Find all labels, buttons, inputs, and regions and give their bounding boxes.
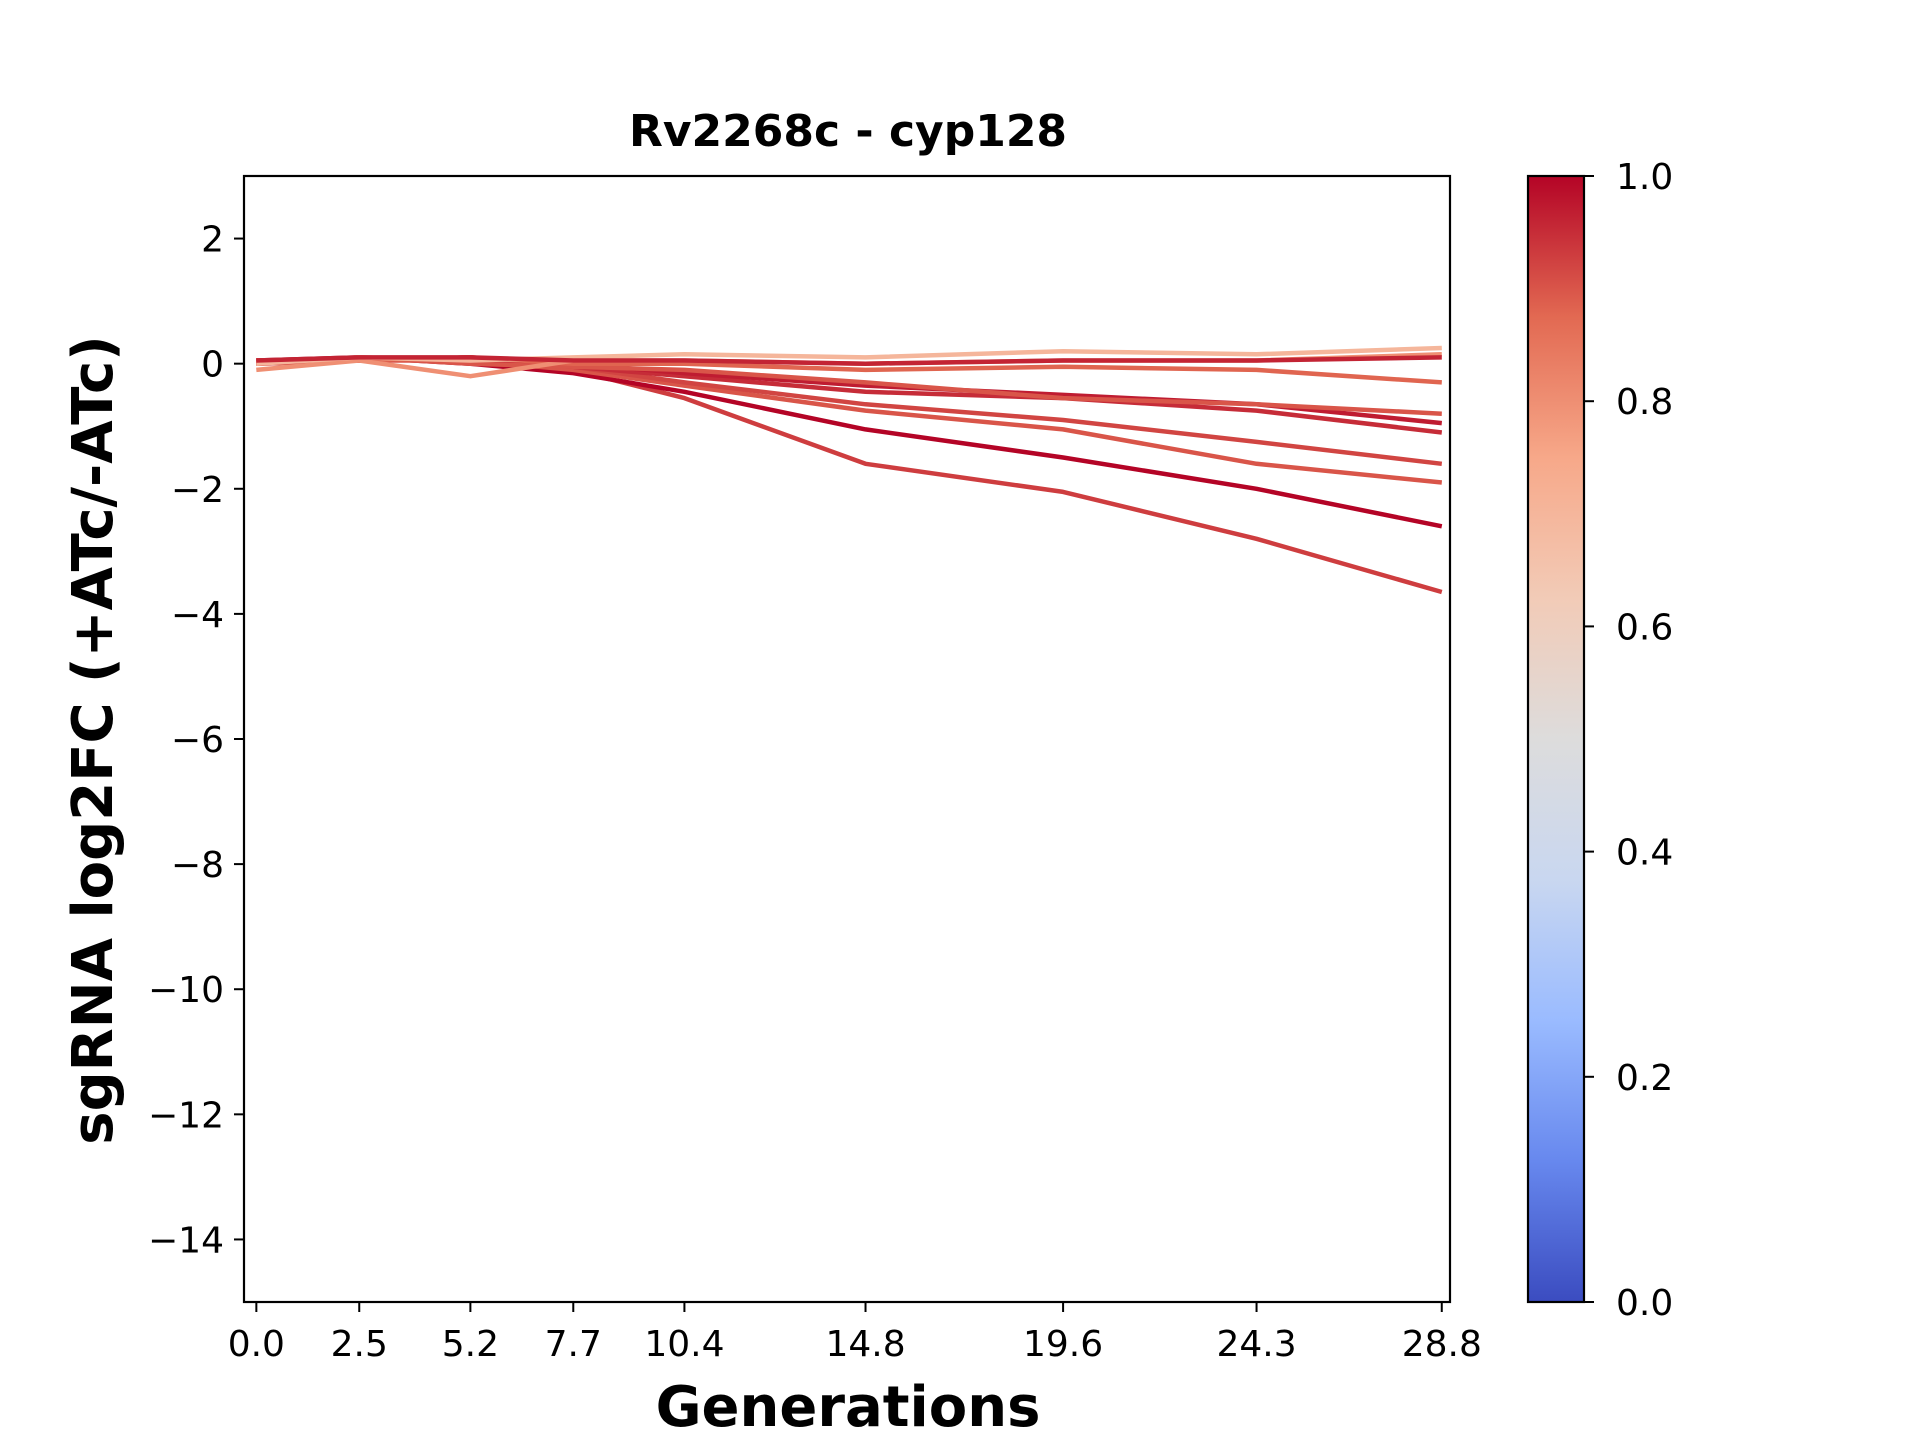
colorbar-tick-label: 0.6 <box>1616 607 1673 648</box>
x-tick-label: 5.2 <box>442 1324 499 1365</box>
y-tick-label: −12 <box>148 1095 224 1136</box>
y-tick-label: −6 <box>171 720 224 761</box>
x-tick-label: 7.7 <box>545 1324 602 1365</box>
y-tick-label: −14 <box>148 1220 224 1261</box>
y-tick-label: −4 <box>171 595 224 636</box>
x-axis: 0.0 2.5 5.2 7.7 10.4 14.8 19.6 24.3 28.8 <box>228 1302 1482 1365</box>
series-line-11 <box>256 355 1442 366</box>
colorbar-tick-label: 1.0 <box>1616 157 1673 198</box>
x-tick-label: 10.4 <box>644 1324 724 1365</box>
colorbar-tick-label: 0.0 <box>1616 1283 1673 1324</box>
colorbar: 0.0 0.2 0.4 0.6 0.8 1.0 <box>1526 157 1673 1324</box>
x-tick-label: 28.8 <box>1402 1324 1482 1365</box>
y-tick-label: 2 <box>201 220 224 261</box>
y-tick-label: −2 <box>171 470 224 511</box>
x-axis-title: Generations <box>656 1375 1041 1440</box>
y-axis: 2 0 −2 −4 −6 −8 −10 −12 −14 <box>148 220 244 1261</box>
colorbar-gradient <box>1526 174 1586 1304</box>
y-axis-title: sgRNA log2FC (+ATc/-ATc) <box>61 335 126 1145</box>
y-tick-label: −10 <box>148 970 224 1011</box>
series-layer <box>256 345 1443 595</box>
colorbar-tick-label: 0.2 <box>1616 1058 1673 1099</box>
plot-area-frame <box>242 174 1452 1304</box>
chart-title: Rv2268c - cyp128 <box>629 106 1067 157</box>
colorbar-tick-label: 0.8 <box>1616 382 1673 423</box>
x-tick-label: 24.3 <box>1216 1324 1296 1365</box>
series-line-3 <box>256 358 1443 485</box>
colorbar-ticks: 0.0 0.2 0.4 0.6 0.8 1.0 <box>1584 157 1673 1324</box>
x-tick-label: 0.0 <box>228 1324 285 1365</box>
x-tick-label: 19.6 <box>1023 1324 1103 1365</box>
x-tick-label: 14.8 <box>825 1324 905 1365</box>
colorbar-tick-label: 0.4 <box>1616 833 1673 874</box>
y-tick-label: 0 <box>201 345 224 386</box>
y-tick-label: −8 <box>171 845 224 886</box>
x-tick-label: 2.5 <box>331 1324 388 1365</box>
